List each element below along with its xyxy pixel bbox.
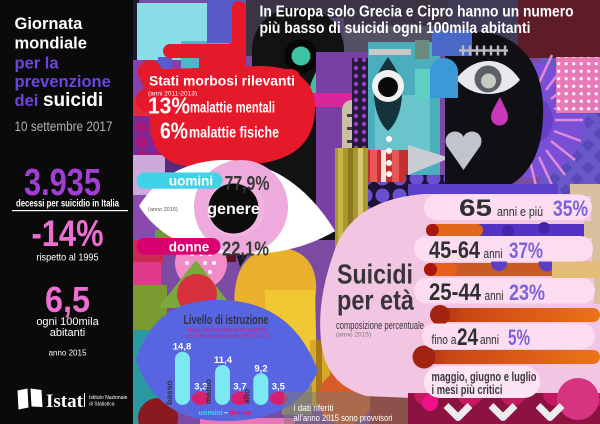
svg-text:di Statistica: di Statistica <box>89 402 115 408</box>
svg-text:rispetto al 1995: rispetto al 1995 <box>37 252 99 264</box>
svg-text:11,4: 11,4 <box>214 355 233 366</box>
svg-text:malattie fisiche: malattie fisiche <box>189 125 279 142</box>
svg-text:24: 24 <box>457 324 479 351</box>
svg-text:6,5: 6,5 <box>45 279 90 320</box>
svg-text:decessi per suicidio in Italia: decessi per suicidio in Italia <box>16 199 119 210</box>
svg-text:37%: 37% <box>509 238 543 263</box>
svg-text:77,9%: 77,9% <box>225 173 270 195</box>
svg-text:uomini: uomini <box>169 174 213 189</box>
svg-text:13%: 13% <box>148 93 190 119</box>
svg-text:10 settembre 2017: 10 settembre 2017 <box>15 119 113 134</box>
svg-text:anno 2015: anno 2015 <box>49 349 87 358</box>
svg-text:35%: 35% <box>553 196 588 221</box>
svg-text:donne: donne <box>229 408 252 417</box>
svg-text:dei suicidi: dei suicidi <box>15 90 104 111</box>
svg-text:5%: 5% <box>508 325 530 350</box>
svg-text:fino a: fino a <box>432 333 457 347</box>
svg-text:-14%: -14% <box>32 213 104 254</box>
svg-text:malattie mentali: malattie mentali <box>190 100 275 117</box>
svg-text:Stati morbosi rilevanti: Stati morbosi rilevanti <box>149 73 295 89</box>
svg-text:–: – <box>224 408 228 417</box>
svg-text:i mesi più critici: i mesi più critici <box>432 382 503 397</box>
svg-text:Giornata: Giornata <box>15 15 84 33</box>
svg-text:23%: 23% <box>509 280 545 305</box>
svg-text:per 100mila abitanti (anni 201: per 100mila abitanti (anni 2012-2014) <box>187 334 270 340</box>
svg-text:Livello di istruzione: Livello di istruzione <box>184 312 269 327</box>
svg-text:maggio, giugno e luglio: maggio, giugno e luglio <box>432 369 537 384</box>
svg-text:genere: genere <box>207 201 260 218</box>
svg-text:Suicidi: Suicidi <box>337 259 413 290</box>
svg-text:alto: alto <box>242 389 252 404</box>
svg-text:(anno 2015): (anno 2015) <box>148 207 178 213</box>
svg-text:basso: basso <box>164 380 174 405</box>
svg-text:donne: donne <box>169 240 210 255</box>
svg-text:mondiale: mondiale <box>15 35 87 53</box>
svg-text:uomini: uomini <box>198 408 223 417</box>
svg-text:In Europa solo Grecia e Cipro: In Europa solo Grecia e Cipro hanno un n… <box>260 4 574 21</box>
svg-text:anni: anni <box>484 247 503 261</box>
svg-text:anni e più: anni e più <box>497 204 543 219</box>
svg-text:3,3: 3,3 <box>194 382 207 393</box>
svg-text:anni: anni <box>485 289 504 303</box>
svg-text:45-64: 45-64 <box>429 237 481 264</box>
svg-text:3,7: 3,7 <box>233 382 246 393</box>
svg-text:14,8: 14,8 <box>173 342 192 353</box>
svg-text:composizione percentuale: composizione percentuale <box>336 320 424 332</box>
svg-text:(anni 2011-2013): (anni 2011-2013) <box>148 91 197 98</box>
svg-text:(anno 2015): (anno 2015) <box>336 332 371 339</box>
svg-text:all’anno 2015 sono provvisori: all’anno 2015 sono provvisori <box>294 413 393 423</box>
svg-text:più basso di suicidi ogni 100m: più basso di suicidi ogni 100mila abitan… <box>260 20 531 37</box>
svg-text:Istat: Istat <box>46 391 84 412</box>
svg-text:6%: 6% <box>160 118 188 144</box>
svg-text:(tassi standardizzati di morta: (tassi standardizzati di mortalità <box>188 328 269 334</box>
svg-text:prevenzione: prevenzione <box>15 73 111 91</box>
svg-text:anni: anni <box>480 333 499 347</box>
svg-text:ogni 100mila: ogni 100mila <box>36 316 99 328</box>
svg-text:65: 65 <box>459 195 492 222</box>
svg-text:medio: medio <box>203 379 213 404</box>
svg-text:22,1%: 22,1% <box>222 239 269 261</box>
svg-text:Istituto Nazionale: Istituto Nazionale <box>89 395 128 401</box>
svg-text:3.935: 3.935 <box>24 162 101 204</box>
svg-text:abitanti: abitanti <box>50 327 85 339</box>
svg-text:i dati riferiti: i dati riferiti <box>294 403 334 413</box>
svg-text:per la: per la <box>15 55 60 73</box>
svg-text:per età: per età <box>337 285 414 316</box>
svg-text:9,2: 9,2 <box>254 364 267 375</box>
svg-text:25-44: 25-44 <box>429 279 482 306</box>
svg-text:3,5: 3,5 <box>272 382 286 393</box>
